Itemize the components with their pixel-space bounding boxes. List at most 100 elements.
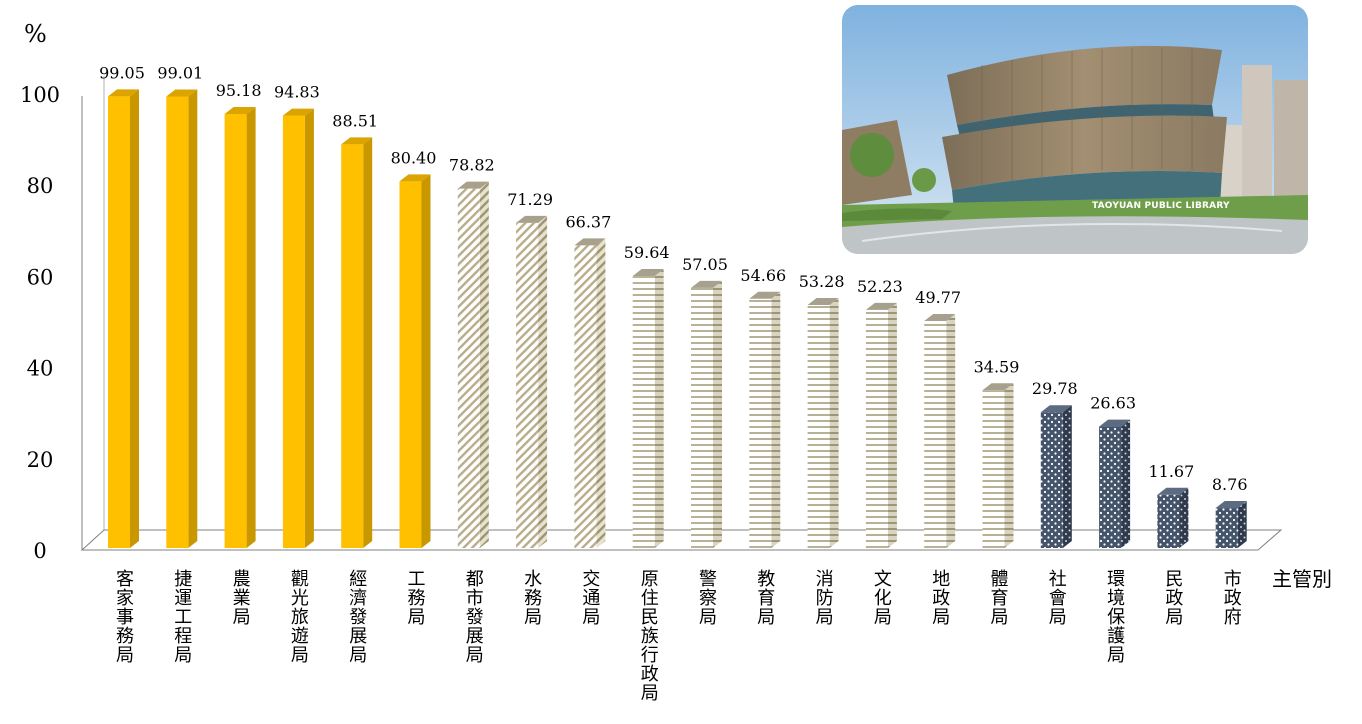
bar bbox=[982, 383, 1014, 548]
bar bbox=[691, 280, 722, 548]
bar-top bbox=[1215, 501, 1247, 509]
bar-top bbox=[924, 314, 956, 322]
y-tick-label: 80 bbox=[27, 174, 54, 198]
value-label: 78.82 bbox=[449, 156, 495, 175]
category-label: 經濟發展局 bbox=[349, 569, 367, 666]
bar bbox=[574, 238, 606, 549]
bar-side bbox=[887, 302, 897, 548]
value-label: 52.23 bbox=[857, 277, 903, 296]
category-label: 消防局 bbox=[816, 569, 834, 628]
bar-side bbox=[421, 174, 431, 548]
bars bbox=[108, 89, 1247, 549]
value-label: 80.40 bbox=[391, 148, 437, 167]
category-label: 原住民族行政局 bbox=[641, 569, 659, 704]
bar-front bbox=[924, 321, 947, 548]
category-label: 警察局 bbox=[699, 569, 717, 628]
value-label: 53.28 bbox=[799, 272, 845, 291]
value-label: 59.64 bbox=[624, 243, 670, 262]
value-label: 66.37 bbox=[565, 212, 611, 231]
value-label: 95.18 bbox=[216, 81, 262, 100]
value-label: 49.77 bbox=[915, 288, 961, 307]
bar bbox=[282, 108, 314, 549]
bar-front bbox=[166, 96, 189, 548]
y-tick-label: 0 bbox=[33, 539, 46, 563]
bar-side bbox=[130, 89, 139, 548]
bar-top bbox=[166, 89, 198, 97]
bar-side bbox=[713, 280, 722, 548]
value-label: 8.76 bbox=[1212, 475, 1248, 494]
bar-front bbox=[865, 309, 888, 548]
bar bbox=[224, 106, 256, 549]
bar-side bbox=[1237, 501, 1247, 548]
bar-front bbox=[691, 287, 713, 548]
value-label: 99.01 bbox=[157, 64, 203, 83]
bar-front bbox=[807, 305, 830, 548]
bar-top bbox=[224, 106, 256, 114]
category-label: 都市發展局 bbox=[466, 569, 484, 666]
value-label: 11.67 bbox=[1148, 462, 1194, 481]
bar-top bbox=[982, 383, 1014, 391]
bar-front bbox=[982, 390, 1005, 548]
bar-top bbox=[457, 181, 489, 189]
y-tick-label: 100 bbox=[20, 83, 60, 107]
y-tick-labels: 0 20 40 60 80 100 bbox=[20, 83, 60, 563]
value-label: 99.05 bbox=[99, 63, 145, 82]
bar-side bbox=[1062, 405, 1072, 548]
bar-side bbox=[479, 181, 489, 548]
bar-front bbox=[282, 115, 305, 549]
bar-front bbox=[1099, 426, 1122, 548]
bar-front bbox=[632, 276, 655, 548]
bar-side bbox=[304, 108, 314, 549]
photo-building bbox=[947, 45, 1222, 125]
bar-top bbox=[574, 238, 606, 246]
bar-top bbox=[1157, 487, 1189, 495]
bar bbox=[108, 89, 139, 548]
x-axis-label: 主管別 bbox=[1272, 567, 1332, 591]
value-label: 29.78 bbox=[1032, 379, 1078, 398]
category-label: 農業局 bbox=[233, 569, 251, 628]
bar bbox=[749, 291, 781, 548]
bar-front bbox=[574, 245, 597, 549]
bar-front bbox=[516, 222, 539, 548]
bar-front bbox=[1215, 508, 1238, 548]
value-label: 34.59 bbox=[974, 357, 1020, 376]
category-label: 水務局 bbox=[524, 569, 542, 628]
bar-top bbox=[282, 108, 314, 116]
category-label: 民政局 bbox=[1165, 569, 1183, 628]
bar-front bbox=[341, 144, 364, 548]
bar-side bbox=[1121, 419, 1131, 548]
value-labels: 99.05 99.01 95.18 94.83 88.51 80.40 78.82 71.29… bbox=[99, 63, 1247, 494]
value-label: 57.05 bbox=[682, 255, 728, 274]
bar bbox=[1215, 501, 1247, 548]
bar-top bbox=[632, 269, 664, 277]
category-label: 教育局 bbox=[757, 569, 775, 628]
bar-top bbox=[516, 215, 548, 223]
y-unit-label: % bbox=[24, 20, 47, 48]
category-label: 文化局 bbox=[874, 569, 892, 628]
bar-side bbox=[246, 106, 256, 549]
bar-top bbox=[341, 137, 373, 145]
bar bbox=[865, 302, 897, 548]
bar-side bbox=[538, 215, 548, 548]
bar bbox=[516, 215, 548, 548]
axes bbox=[80, 76, 1283, 551]
category-label: 體育局 bbox=[991, 569, 1009, 628]
bar bbox=[341, 137, 373, 548]
value-label: 54.66 bbox=[740, 266, 786, 285]
bar-top bbox=[691, 280, 722, 288]
bar-side bbox=[771, 291, 781, 548]
bar-front bbox=[399, 181, 422, 548]
bar-side bbox=[596, 238, 606, 549]
bar-top bbox=[1099, 419, 1131, 427]
bar-top bbox=[807, 298, 839, 306]
bar-top bbox=[865, 302, 897, 310]
value-label: 94.83 bbox=[274, 83, 320, 102]
bar-side bbox=[1179, 487, 1189, 548]
bar-top bbox=[749, 291, 781, 299]
bar-side bbox=[654, 269, 664, 548]
category-label: 工務局 bbox=[408, 569, 426, 628]
bar-front bbox=[224, 113, 247, 549]
bar-front bbox=[749, 298, 772, 548]
bar-top bbox=[399, 174, 431, 182]
